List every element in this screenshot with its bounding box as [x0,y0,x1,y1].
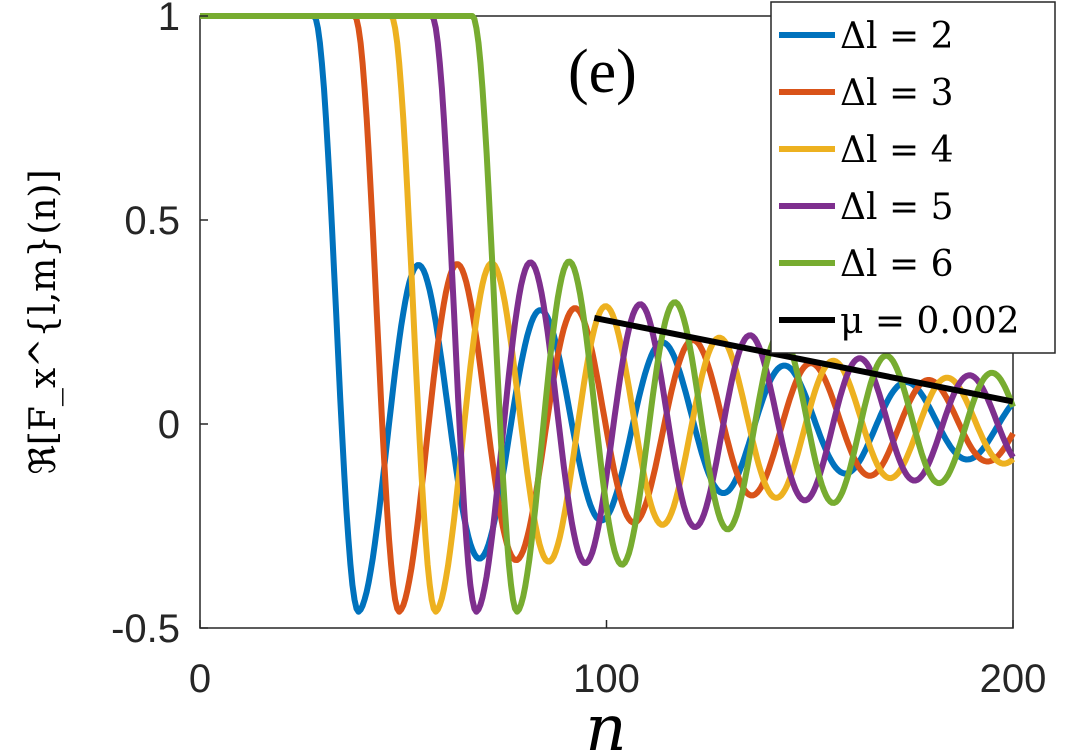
panel-label: (e) [568,38,637,106]
legend: Δl = 2 Δl = 3 Δl = 4 Δl = 5 Δl = 6 μ = 0.002 [770,1,1056,354]
y-axis-label: ℜ[F_x^{l,m}(n)] [23,169,64,474]
y-tick-label: 1 [158,0,180,39]
y-tick-label: -0.5 [111,607,180,651]
fit-line [593,314,1014,405]
y-axis-ticks: -0.5 0 0.5 1 [111,0,208,651]
x-tick-label: 0 [189,657,211,701]
legend-label: Δl = 2 [840,16,953,57]
legend-items: Δl = 2 Δl = 3 Δl = 4 Δl = 5 Δl = 6 μ = 0.002 [779,16,1020,342]
series-lines [199,13,1016,615]
legend-label: Δl = 3 [840,73,953,114]
y-tick-label: 0 [158,403,180,447]
legend-label: Δl = 5 [840,187,953,228]
legend-box [770,1,1056,354]
x-axis-label: n [585,692,626,756]
legend-label: Δl = 6 [840,244,953,285]
x-tick-label: 100 [573,657,640,701]
x-axis-ticks: 0 100 200 [189,620,1047,701]
legend-label: Δl = 4 [840,130,953,171]
x-tick-label: 200 [980,657,1047,701]
legend-label: μ = 0.002 [840,301,1020,342]
y-tick-label: 0.5 [124,199,180,243]
series-line-6 [199,13,1016,615]
